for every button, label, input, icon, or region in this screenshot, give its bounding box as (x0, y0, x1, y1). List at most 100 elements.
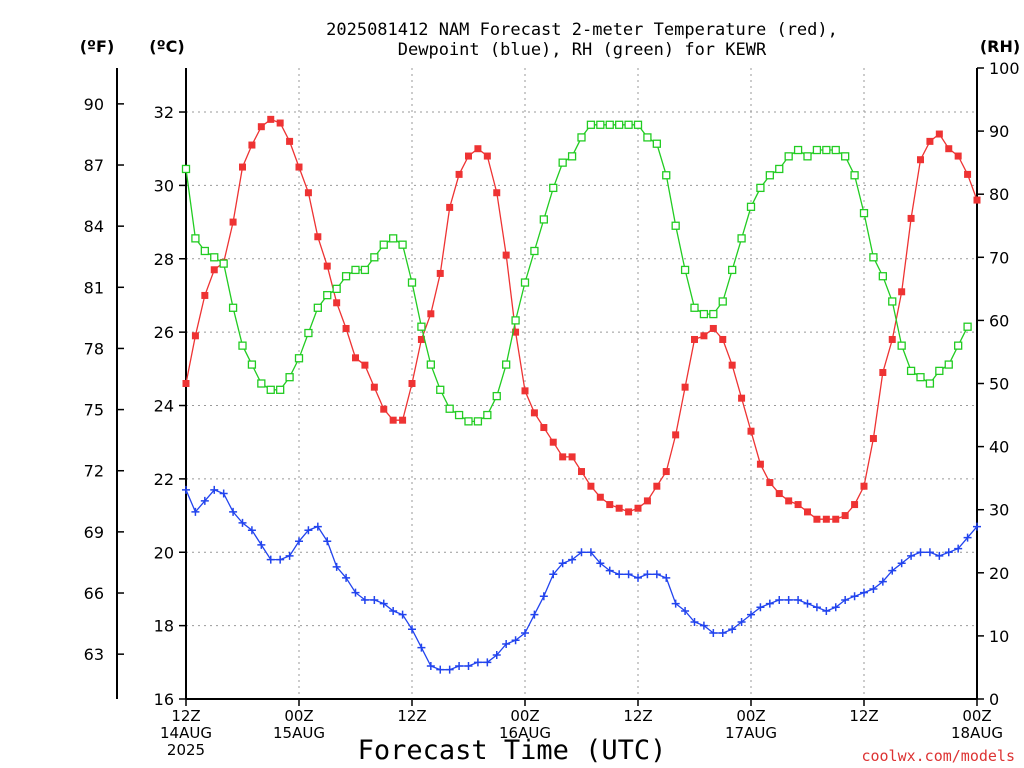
fahrenheit-tick-label: 90 (84, 95, 104, 114)
x-axis-title: Forecast Time (UTC) (358, 735, 667, 766)
rh-unit-label: (RH) (980, 37, 1020, 56)
x-tick-label: 00Z (284, 707, 313, 725)
fahrenheit-unit-label: (ºF) (80, 37, 115, 56)
rh-data-point (210, 253, 219, 262)
rh-data-point (784, 152, 793, 161)
dewpoint-data-point (445, 665, 454, 674)
rh-data-point (935, 366, 944, 376)
rh-data-point (954, 341, 963, 350)
rh-tick-label: 20 (989, 564, 1009, 583)
rh-data-point (389, 234, 398, 243)
temperature-data-point (945, 145, 953, 153)
fahrenheit-tick-label: 72 (84, 462, 104, 481)
dewpoint-data-point (323, 537, 332, 546)
temperature-data-point (766, 479, 774, 487)
temperature-data-point (465, 152, 472, 160)
x-tick-label: 16AUG (499, 724, 551, 742)
temperature-data-point (747, 427, 755, 435)
temperature-data-point (813, 515, 821, 523)
temperature-data-point (888, 335, 896, 343)
rh-data-point (276, 385, 285, 394)
dewpoint-data-point (888, 566, 897, 575)
rh-series-line (185, 124, 969, 423)
dewpoint-data-point (492, 650, 501, 659)
temperature-data-point (493, 189, 501, 197)
temperature-data-point (559, 453, 567, 461)
temperature-data-point (333, 299, 341, 307)
rh-data-point (181, 164, 191, 174)
dewpoint-data-point (389, 606, 398, 615)
rh-data-point (775, 164, 784, 174)
temperature-data-point (380, 405, 388, 413)
dewpoint-data-point (605, 566, 614, 575)
dewpoint-data-point (784, 595, 793, 604)
celsius-unit-label: (ºC) (149, 37, 184, 56)
celsius-tick-label: 26 (154, 323, 174, 342)
dewpoint-data-point (662, 573, 671, 582)
x-tick-label: 15AUG (273, 724, 325, 742)
rh-data-point (633, 120, 643, 129)
rh-tick-label: 100 (989, 59, 1020, 78)
rh-data-point (294, 354, 304, 363)
rh-data-point (586, 120, 596, 129)
rh-data-point (841, 152, 850, 161)
rh-data-point (219, 259, 228, 268)
dewpoint-data-point (304, 526, 313, 535)
temperature-data-point (964, 170, 972, 178)
fahrenheit-tick-label: 81 (84, 278, 104, 297)
dewpoint-data-point (276, 555, 285, 564)
temperature-data-point (248, 141, 256, 149)
celsius-tick-label: 18 (154, 617, 174, 636)
chart-title-line1: 2025081412 NAM Forecast 2-meter Temperat… (326, 20, 838, 40)
dewpoint-data-point (652, 570, 661, 579)
fahrenheit-tick-label: 78 (84, 339, 104, 358)
dewpoint-data-point (332, 562, 341, 571)
rh-data-point (417, 322, 426, 331)
dewpoint-data-point (238, 518, 247, 527)
fahrenheit-tick-label: 63 (84, 645, 104, 664)
temperature-data-point (785, 497, 793, 505)
temperature-data-point (917, 156, 924, 164)
dewpoint-data-point (681, 606, 690, 615)
temperature-data-point (502, 251, 510, 259)
temperature-data-point (935, 130, 943, 138)
dewpoint-data-point (878, 577, 887, 586)
temperature-data-point (756, 460, 764, 468)
temperature-data-point (625, 508, 633, 516)
rh-data-point (445, 404, 454, 413)
rh-data-point (191, 234, 200, 243)
rh-data-point (313, 303, 322, 312)
rh-data-point (558, 158, 567, 167)
dewpoint-data-point (473, 658, 482, 667)
rh-tick-label: 60 (989, 311, 1009, 330)
temperature-data-point (578, 468, 585, 476)
rh-data-point (577, 133, 586, 142)
rh-data-point (831, 145, 840, 155)
rh-data-point (332, 284, 341, 294)
rh-data-point (699, 309, 709, 319)
dewpoint-data-point (907, 551, 916, 560)
dewpoint-data-point (822, 606, 831, 615)
rh-data-point (530, 246, 539, 256)
rh-data-point (492, 391, 501, 401)
temperature-data-point (615, 504, 623, 512)
dewpoint-data-point (351, 588, 360, 597)
dewpoint-data-point (831, 603, 840, 612)
rh-data-point (200, 246, 209, 256)
temperature-data-point (879, 368, 887, 376)
x-tick-label: 12Z (397, 707, 426, 725)
dewpoint-data-point (257, 540, 266, 549)
temperature-data-point (549, 438, 557, 446)
rh-data-point (916, 373, 925, 382)
dewpoint-data-point (408, 625, 416, 634)
rh-data-point (652, 139, 661, 148)
celsius-tick-label: 24 (154, 397, 174, 416)
dewpoint-data-point (285, 551, 294, 560)
rh-data-point (888, 297, 897, 306)
x-tick-label: 2025 (167, 741, 205, 759)
dewpoint-data-point (586, 548, 595, 557)
x-tick-label: 14AUG (160, 724, 212, 742)
rh-data-point (963, 322, 972, 331)
temperature-data-point (323, 262, 331, 270)
dewpoint-data-point (398, 610, 407, 619)
